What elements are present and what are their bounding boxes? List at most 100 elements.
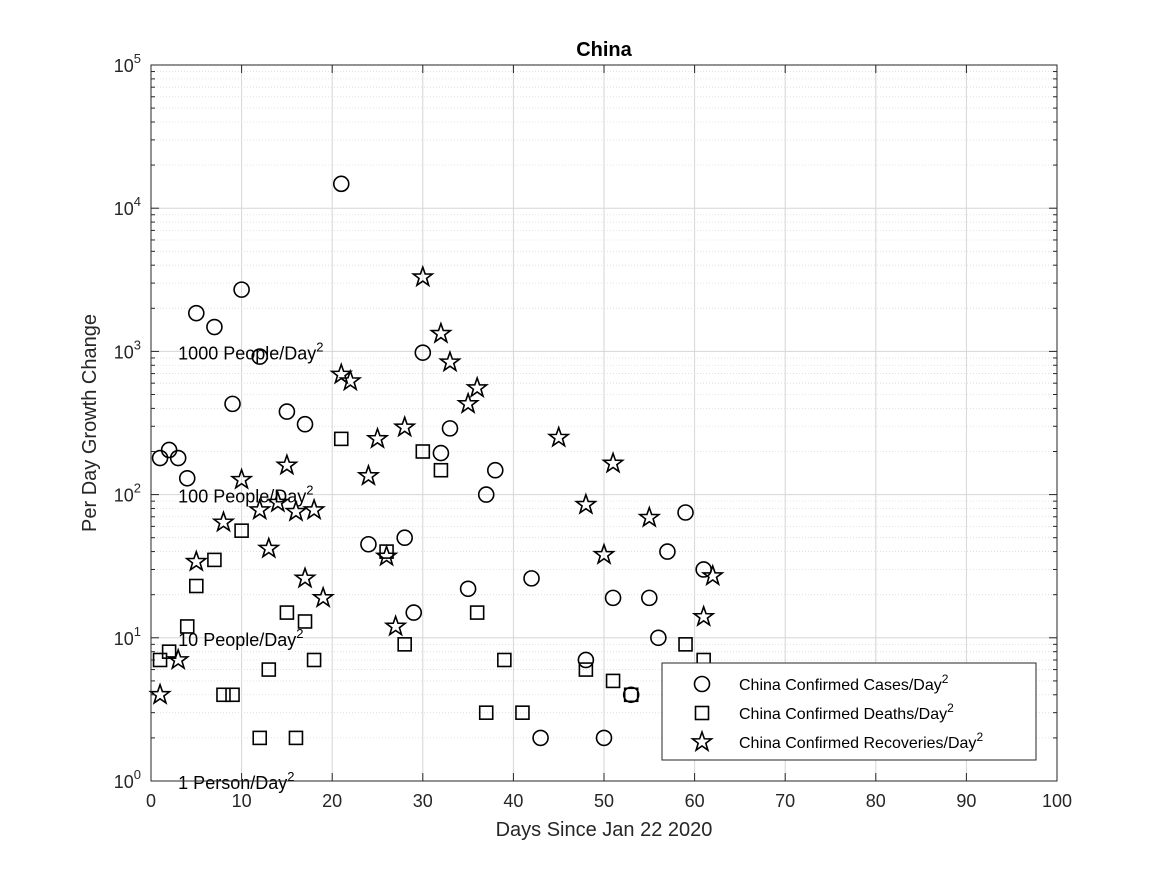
confirmed-cases-point (178, 469, 196, 487)
confirmed-cases-point (332, 175, 350, 193)
confirmed-cases-point (233, 281, 250, 298)
confirmed-cases-point (595, 729, 613, 747)
confirmed-deaths-point (252, 730, 268, 746)
confirmed-deaths-point (207, 552, 222, 568)
confirmed-recoveries-point (211, 509, 236, 533)
confirmed-cases-point (251, 348, 269, 365)
confirmed-recoveries-point (338, 368, 363, 392)
confirmed-cases-point (405, 604, 423, 621)
confirmed-recoveries-point (256, 536, 281, 559)
axis-ticks (150, 64, 1058, 782)
x-tick-label: 0 (146, 791, 156, 811)
legend-box (661, 662, 1037, 761)
confirmed-recoveries-point (311, 585, 335, 608)
x-tick-label: 90 (956, 791, 976, 811)
x-tick-label: 50 (594, 791, 614, 811)
confirmed-recoveries-point (266, 490, 290, 513)
confirmed-recoveries-point (166, 647, 191, 671)
legend-recoveries-label: China Confirmed Recoveries/Day2 (739, 730, 983, 752)
confirmed-recoveries-point (302, 497, 326, 521)
confirmed-deaths-point (478, 705, 494, 720)
confirmed-recoveries-point (293, 565, 317, 589)
confirmed-recoveries-point (410, 264, 435, 288)
legend: China Confirmed Cases/Day2 China Confirme… (661, 662, 1037, 761)
confirmed-deaths-point (306, 652, 322, 668)
confirmed-recoveries-point (229, 467, 254, 490)
confirmed-cases-point (532, 729, 549, 747)
confirmed-recoveries-point (601, 451, 625, 474)
confirmed-deaths-point (578, 662, 594, 677)
confirmed-cases-point (396, 529, 413, 547)
confirmed-recoveries-point (184, 549, 209, 572)
confirmed-recoveries-point (429, 321, 453, 344)
reference-annotation: 100 People/Day2 (178, 483, 313, 507)
confirmed-deaths-point (333, 431, 349, 447)
confirmed-deaths-point (288, 730, 304, 746)
confirmed-cases-point (659, 543, 676, 560)
data-marks (148, 175, 725, 747)
legend-recoveries-marker (690, 729, 714, 753)
x-tick-label: 80 (866, 791, 886, 811)
confirmed-cases-point (206, 318, 223, 336)
confirmed-cases-point (577, 651, 595, 669)
confirmed-cases-point (432, 444, 450, 462)
confirmed-deaths-point (179, 619, 195, 634)
confirmed-recoveries-point (356, 463, 381, 487)
confirmed-recoveries-point (383, 614, 408, 637)
legend-deaths-entry: China Confirmed Deaths/Day2 (694, 701, 954, 723)
confirmed-cases-point (523, 570, 540, 587)
confirmed-recoveries-point (365, 426, 390, 449)
confirmed-cases-point (169, 449, 187, 467)
confirmed-cases-point (622, 686, 640, 704)
confirmed-recoveries-point (275, 452, 299, 476)
confirmed-recoveries-point (374, 543, 399, 567)
y-tick-label: 101 (114, 624, 141, 649)
confirmed-deaths-point (297, 614, 313, 629)
legend-cases-entry: China Confirmed Cases/Day2 (693, 672, 949, 694)
confirmed-recoveries-point (465, 375, 489, 399)
confirmed-deaths-point (279, 605, 295, 620)
y-tick-label: 100 (114, 767, 141, 792)
confirmed-cases-point (188, 304, 205, 322)
confirmed-recoveries-point (247, 497, 272, 521)
confirmed-cases-point (441, 420, 459, 437)
x-tick-label: 70 (775, 791, 795, 811)
legend-cases-label: China Confirmed Cases/Day2 (739, 672, 949, 694)
confirmed-deaths-point (234, 523, 249, 538)
confirmed-cases-point (296, 415, 314, 433)
annotations: 1000 People/Day2 100 People/Day2 10 People… (178, 339, 323, 793)
confirmed-cases-point (459, 580, 477, 598)
confirmed-cases-point (414, 344, 432, 361)
confirmed-recoveries-point (691, 604, 716, 627)
confirmed-deaths-point (623, 687, 639, 703)
legend-cases-marker (693, 675, 711, 693)
confirmed-cases-point (477, 486, 495, 503)
confirmed-deaths-point (515, 705, 530, 720)
x-tick-label: 100 (1042, 791, 1072, 811)
confirmed-recoveries-point (637, 505, 662, 528)
y-tick-label: 104 (114, 194, 141, 219)
confirmed-deaths-point (415, 444, 431, 459)
confirmed-deaths-point (469, 605, 485, 620)
y-tick-labels: 100 101 102 103 104 105 (114, 51, 141, 792)
confirmed-cases-point (640, 589, 658, 607)
confirmed-deaths-point (216, 687, 231, 703)
confirmed-cases-point (278, 403, 296, 420)
confirmed-recoveries-point (148, 682, 172, 705)
x-tick-labels: 0 10 20 30 40 50 60 70 80 90 100 (146, 791, 1072, 811)
reference-annotation: 1000 People/Day2 (178, 339, 323, 363)
confirmed-deaths-point (605, 673, 621, 689)
confirmed-cases-point (360, 535, 377, 553)
x-axis-label: Days Since Jan 22 2020 (496, 819, 713, 841)
x-tick-label: 40 (503, 791, 523, 811)
legend-recoveries-entry: China Confirmed Recoveries/Day2 (690, 729, 983, 753)
x-tick-label: 60 (685, 791, 705, 811)
legend-deaths-marker (694, 705, 710, 721)
confirmed-recoveries-point (592, 542, 616, 565)
y-tick-label: 103 (114, 337, 141, 362)
confirmed-recoveries-point (700, 563, 725, 587)
confirmed-cases-point (650, 629, 667, 647)
confirmed-cases-point (677, 504, 694, 521)
